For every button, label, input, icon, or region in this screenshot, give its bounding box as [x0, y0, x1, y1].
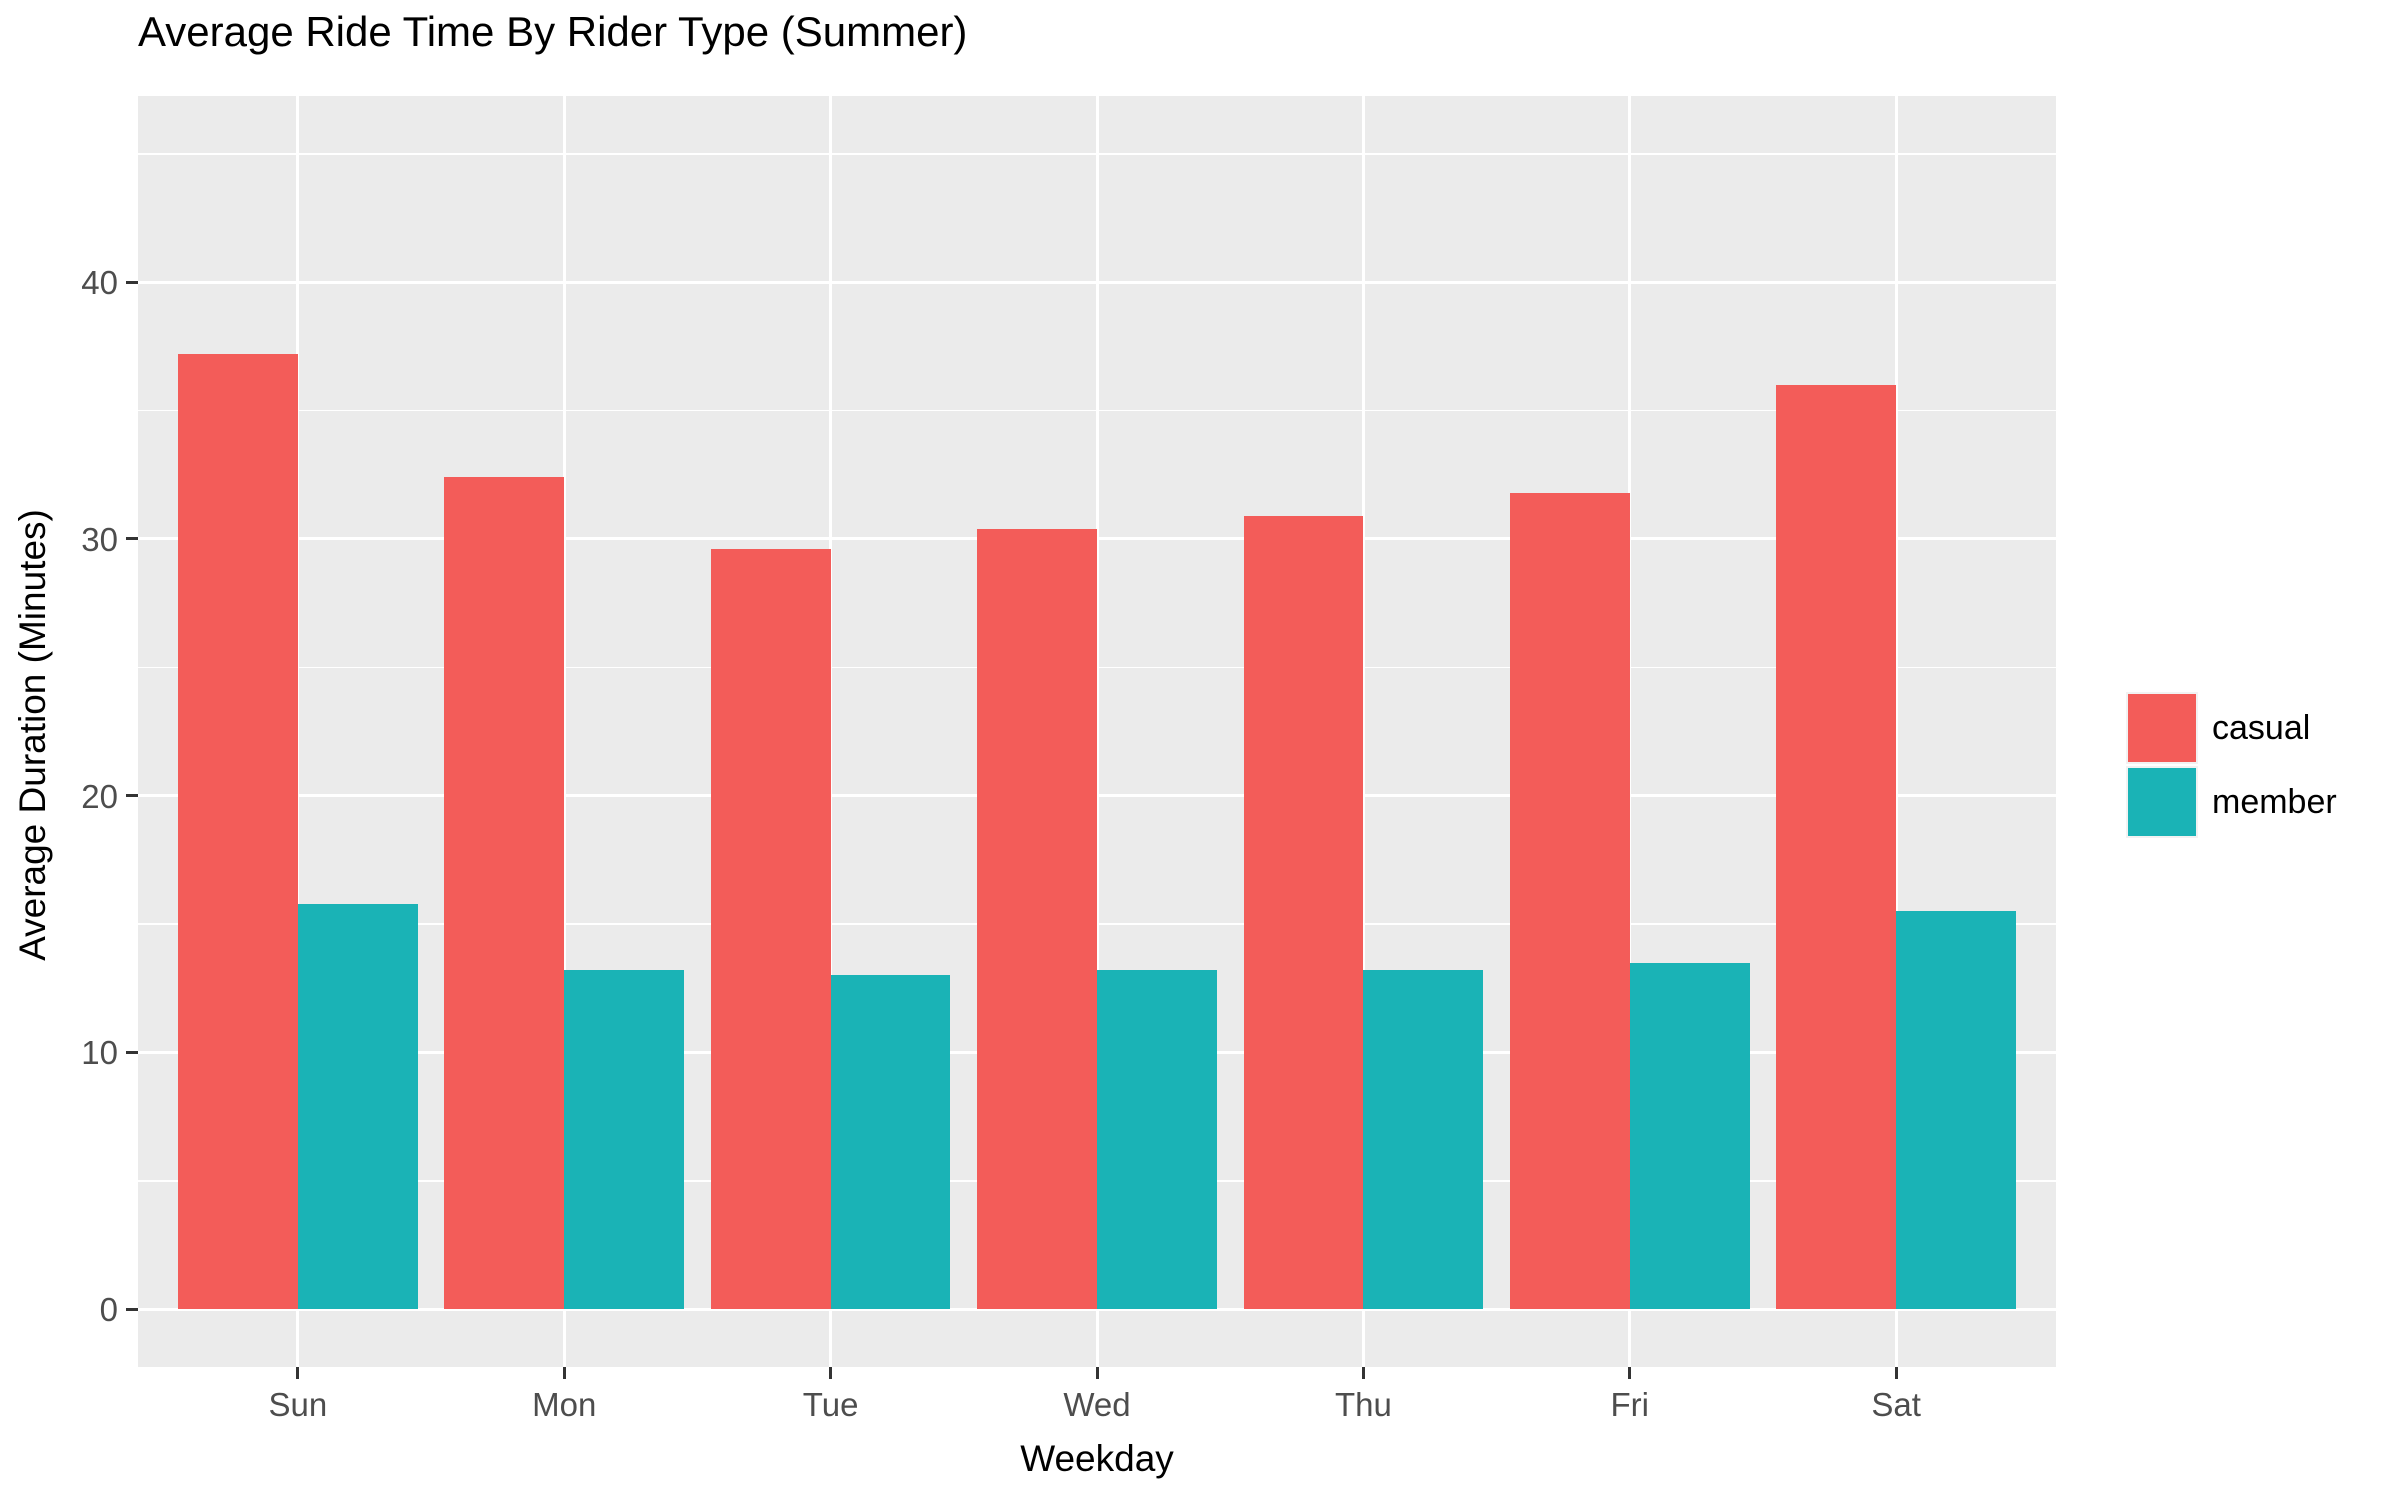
- legend-swatch-casual: [2128, 694, 2196, 762]
- bar-member-mon: [564, 970, 685, 1310]
- y-tick-mark-20: [126, 794, 138, 798]
- bar-casual-wed: [977, 528, 1097, 1310]
- x-tick-label-fri: Fri: [1610, 1386, 1649, 1423]
- bar-casual-sun: [177, 354, 298, 1310]
- x-axis-title: Weekday: [1020, 1438, 1174, 1479]
- legend-label-member: member: [2212, 783, 2337, 821]
- bar-member-wed: [1097, 970, 1217, 1310]
- bar-member-fri: [1629, 962, 1750, 1310]
- legend-key-member: [2126, 766, 2198, 838]
- gridline-x-major-fri: [1628, 96, 1632, 1367]
- y-tick-mark-30: [126, 537, 138, 541]
- bar-member-sun: [297, 903, 418, 1310]
- bar-member-tue: [830, 975, 951, 1310]
- bar-casual-thu: [1243, 515, 1364, 1310]
- y-tick-label-30: 30: [81, 520, 118, 558]
- y-tick-mark-10: [126, 1050, 138, 1054]
- legend-label-casual: casual: [2212, 709, 2311, 747]
- x-tick-mark-sun: [296, 1367, 300, 1379]
- gridline-x-major-mon: [562, 96, 566, 1367]
- x-tick-label-sat: Sat: [1871, 1386, 1921, 1423]
- gridline-x-major-thu: [1361, 96, 1365, 1367]
- gridline-x-major-wed: [1095, 96, 1099, 1367]
- x-tick-mark-wed: [1095, 1367, 1099, 1379]
- x-tick-label-wed: Wed: [1063, 1386, 1131, 1423]
- bar-casual-tue: [710, 549, 831, 1310]
- x-tick-mark-thu: [1361, 1367, 1365, 1379]
- plot-panel: [138, 96, 2056, 1367]
- bar-casual-sat: [1776, 384, 1897, 1310]
- bar-member-sat: [1896, 911, 2017, 1310]
- y-tick-label-40: 40: [81, 264, 118, 302]
- gridline-x-major-sun: [296, 96, 300, 1367]
- x-tick-mark-tue: [829, 1367, 833, 1379]
- x-tick-mark-fri: [1628, 1367, 1632, 1379]
- bar-casual-fri: [1509, 492, 1630, 1310]
- y-axis-title: Average Duration (Minutes): [12, 509, 53, 961]
- x-tick-label-thu: Thu: [1334, 1386, 1392, 1423]
- x-tick-label-mon: Mon: [532, 1386, 597, 1423]
- y-tick-mark-0: [126, 1307, 138, 1311]
- x-tick-label-sun: Sun: [268, 1386, 328, 1423]
- x-tick-mark-mon: [562, 1367, 566, 1379]
- y-tick-mark-40: [126, 280, 138, 284]
- bar-casual-mon: [444, 477, 565, 1310]
- chart-title: Average Ride Time By Rider Type (Summer): [138, 8, 968, 55]
- legend-key-casual: [2126, 692, 2198, 764]
- x-tick-mark-sat: [1894, 1367, 1898, 1379]
- legend-swatch-member: [2128, 768, 2196, 836]
- gridline-x-major-sat: [1894, 96, 1898, 1367]
- y-tick-label-0: 0: [99, 1291, 118, 1329]
- bar-member-thu: [1363, 970, 1484, 1310]
- x-tick-label-tue: Tue: [802, 1386, 859, 1423]
- y-tick-label-20: 20: [81, 777, 118, 815]
- gridline-x-major-tue: [829, 96, 833, 1367]
- y-tick-label-10: 10: [81, 1034, 118, 1072]
